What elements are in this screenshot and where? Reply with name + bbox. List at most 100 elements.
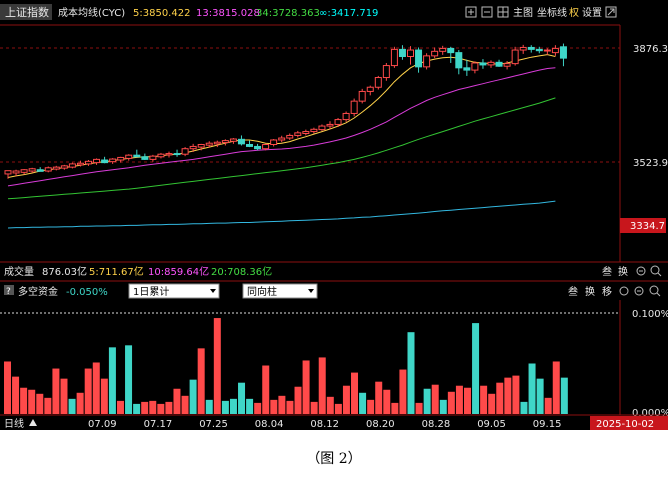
fund-bar <box>270 399 278 414</box>
candlestick <box>431 47 439 59</box>
x-tick-label: 09.15 <box>533 419 562 430</box>
candle-body <box>423 55 431 68</box>
fund-bar <box>399 369 407 414</box>
fund-bars <box>4 318 568 414</box>
fund-bar <box>342 385 350 414</box>
candlestick <box>519 44 527 54</box>
candle-body <box>197 143 205 148</box>
zoom-in-icon[interactable] <box>465 6 477 18</box>
candle-body <box>479 62 487 66</box>
candle-body <box>85 160 92 165</box>
fund-bar <box>68 398 76 414</box>
candlestick <box>270 138 278 147</box>
period-dropdown[interactable] <box>128 283 220 299</box>
fund-bar <box>391 402 399 414</box>
candlestick <box>205 141 213 148</box>
volume-search-icon[interactable] <box>650 265 662 277</box>
candle-body <box>278 137 286 141</box>
candle-body <box>318 125 326 131</box>
stock-terminal: 3876.3 3523.9 3334.7 上证指数 成本均线(CYC) 5:38… <box>0 0 668 430</box>
fund-tool-b[interactable]: 换 <box>585 285 595 298</box>
candle-body <box>535 48 543 52</box>
candle-body <box>463 67 471 71</box>
candle-body <box>407 49 414 58</box>
fund-bar <box>238 382 246 414</box>
x-tick-label: 07.09 <box>88 419 117 430</box>
candlestick <box>390 46 398 68</box>
grid-icon[interactable] <box>497 6 509 18</box>
axis-line-button[interactable]: 坐标线 <box>537 6 567 19</box>
fund-search-icon[interactable] <box>649 285 661 297</box>
candlestick <box>237 135 245 146</box>
fund-bar <box>463 387 471 414</box>
fund-bar <box>213 318 221 414</box>
candle-body <box>262 143 270 150</box>
candlestick <box>559 43 567 67</box>
fund-bar <box>504 377 512 414</box>
date-axis: 日线 07.09 07.17 07.25 08.04 08.12 08.20 08.28 09… <box>0 414 668 430</box>
candle-body <box>350 100 358 114</box>
fund-bar <box>36 393 44 414</box>
ma34-label: 34:3728.363 <box>256 8 320 19</box>
fund-bar <box>20 387 28 414</box>
main-chart-button[interactable]: 主图 <box>513 7 533 19</box>
fund-tool-c[interactable]: 移 <box>602 285 612 298</box>
fund-zoom-icon[interactable] <box>634 286 644 296</box>
last-price-badge <box>620 218 666 233</box>
help-icon[interactable]: ? <box>4 285 14 297</box>
fund-bar <box>318 357 326 414</box>
fund-bar <box>205 399 213 414</box>
fund-bar <box>52 368 60 414</box>
restore-icon[interactable] <box>605 6 617 18</box>
mode-dropdown[interactable] <box>242 283 318 299</box>
help-circle-icon[interactable] <box>619 286 629 296</box>
index-tab[interactable] <box>0 4 52 20</box>
candle-body <box>157 153 165 158</box>
volume-ma5: 5:711.67亿 <box>89 265 144 278</box>
zoom-out-icon[interactable] <box>481 6 493 18</box>
candle-body <box>455 52 463 69</box>
fund-bar <box>197 348 205 414</box>
candle-body <box>149 155 157 160</box>
candle-body <box>431 50 439 57</box>
settings-button[interactable]: 设置 <box>582 7 602 19</box>
candlestick <box>407 46 414 65</box>
ma-inf-label: ∞:3417.719 <box>319 8 378 19</box>
candlestick <box>543 48 551 55</box>
candle-body <box>342 112 350 121</box>
weight-button[interactable]: 权 <box>569 6 579 19</box>
volume-tool-b[interactable]: 换 <box>618 265 628 278</box>
candlestick <box>398 45 406 60</box>
candlestick <box>254 143 262 151</box>
fund-bar <box>447 391 455 414</box>
candle-body <box>439 47 447 52</box>
candle-body <box>519 46 527 51</box>
candle-body <box>310 128 318 133</box>
fund-bar <box>552 361 560 414</box>
candle-body <box>205 142 213 146</box>
candlestick <box>471 61 479 74</box>
fund-bar <box>407 332 415 414</box>
chevron-down-icon <box>210 289 216 293</box>
indicator-name: 成本均线(CYC) <box>58 6 125 19</box>
candlestick <box>76 160 84 167</box>
volume-tool-a[interactable]: 叁 <box>602 265 612 278</box>
candle-body <box>165 153 173 156</box>
period-dropdown-value: 1日累计 <box>133 285 169 298</box>
volume-zoom-icon[interactable] <box>636 266 646 276</box>
candlestick <box>479 59 487 69</box>
date-badge-label: 2025-10-02 <box>596 419 654 430</box>
fund-tool-a[interactable]: 叁 <box>568 285 578 298</box>
mode-dropdown-value: 同向柱 <box>247 285 277 298</box>
candle-body <box>125 154 133 159</box>
candlestick <box>213 140 221 148</box>
candle-body <box>551 47 559 54</box>
fund-bar <box>157 403 165 414</box>
x-tick-label: 07.17 <box>144 419 173 430</box>
triangle-up-icon[interactable] <box>29 419 37 426</box>
candle-body <box>543 49 551 52</box>
fund-bar <box>28 389 36 414</box>
period-label[interactable]: 日线 <box>4 417 24 430</box>
candle-body <box>254 145 262 150</box>
fund-bar <box>423 388 431 414</box>
